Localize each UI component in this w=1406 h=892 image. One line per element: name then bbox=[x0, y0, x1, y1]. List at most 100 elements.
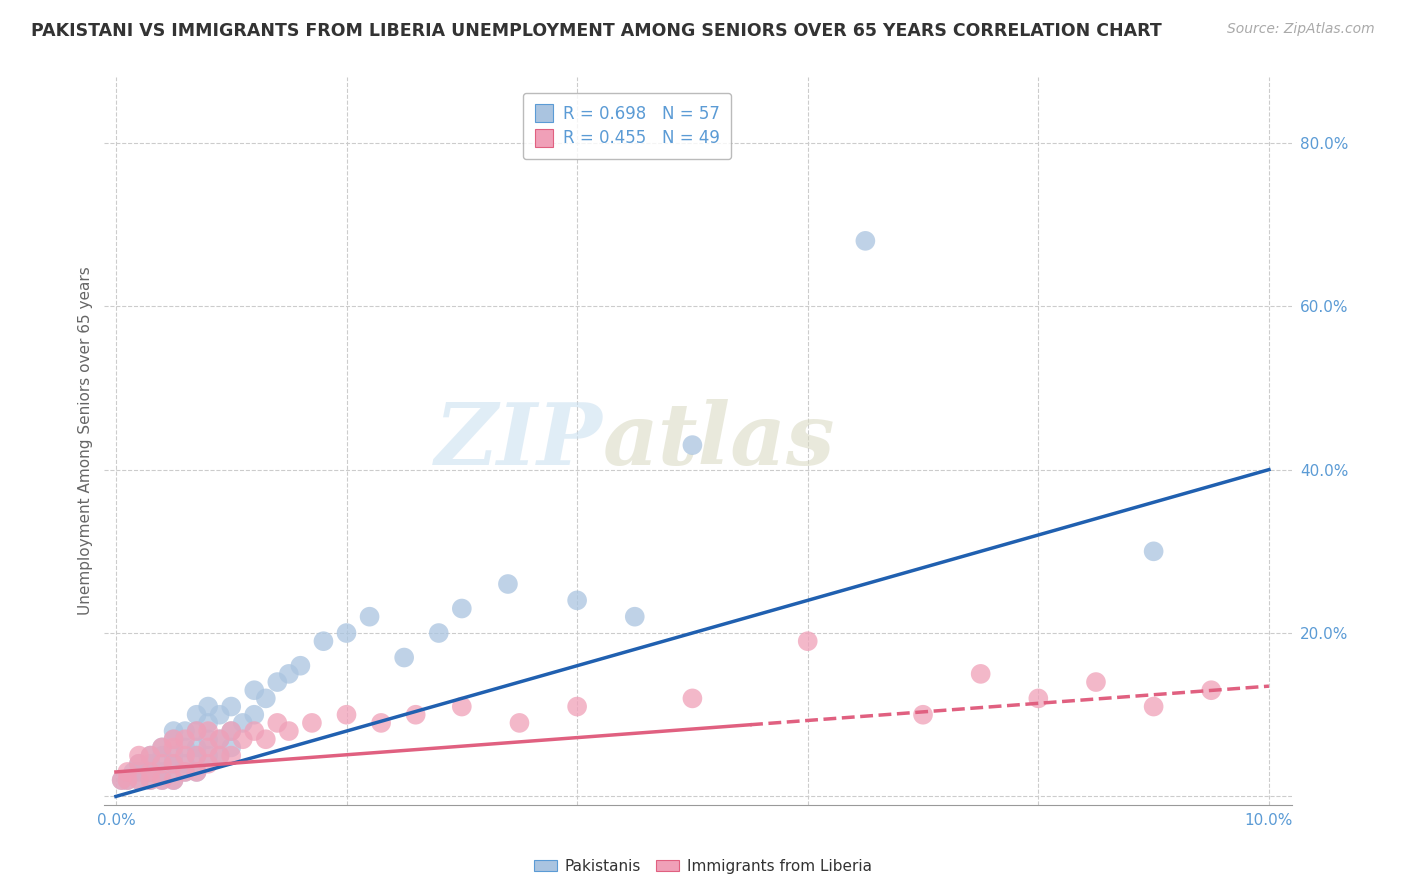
Point bbox=[139, 773, 162, 788]
Point bbox=[208, 732, 231, 747]
Point bbox=[301, 715, 323, 730]
Legend: Pakistanis, Immigrants from Liberia: Pakistanis, Immigrants from Liberia bbox=[529, 853, 877, 880]
Point bbox=[312, 634, 335, 648]
Point bbox=[254, 691, 277, 706]
Point bbox=[208, 748, 231, 763]
Point bbox=[405, 707, 427, 722]
Point bbox=[162, 724, 184, 739]
Point bbox=[197, 740, 219, 755]
Point bbox=[1084, 675, 1107, 690]
Point bbox=[150, 756, 173, 771]
Point bbox=[219, 740, 242, 755]
Point bbox=[911, 707, 934, 722]
Point bbox=[450, 601, 472, 615]
Point bbox=[128, 773, 150, 788]
Point bbox=[197, 748, 219, 763]
Point bbox=[174, 756, 197, 771]
Point bbox=[117, 773, 139, 788]
Point bbox=[623, 609, 645, 624]
Point bbox=[150, 748, 173, 763]
Point bbox=[508, 715, 530, 730]
Point bbox=[335, 707, 357, 722]
Point bbox=[197, 715, 219, 730]
Point bbox=[162, 732, 184, 747]
Point bbox=[150, 773, 173, 788]
Point bbox=[277, 666, 299, 681]
Point bbox=[174, 764, 197, 779]
Point bbox=[1026, 691, 1049, 706]
Point bbox=[128, 756, 150, 771]
Point bbox=[197, 732, 219, 747]
Point bbox=[117, 764, 139, 779]
Point bbox=[243, 683, 266, 698]
Point bbox=[232, 715, 254, 730]
Point bbox=[266, 715, 288, 730]
Point bbox=[128, 748, 150, 763]
Text: Source: ZipAtlas.com: Source: ZipAtlas.com bbox=[1227, 22, 1375, 37]
Point bbox=[128, 756, 150, 771]
Y-axis label: Unemployment Among Seniors over 65 years: Unemployment Among Seniors over 65 years bbox=[79, 267, 93, 615]
Point bbox=[219, 748, 242, 763]
Point bbox=[681, 691, 703, 706]
Legend: R = 0.698   N = 57, R = 0.455   N = 49: R = 0.698 N = 57, R = 0.455 N = 49 bbox=[523, 93, 731, 159]
Point bbox=[150, 764, 173, 779]
Point bbox=[796, 634, 818, 648]
Point bbox=[111, 773, 134, 788]
Point bbox=[186, 724, 208, 739]
Point bbox=[427, 626, 450, 640]
Point bbox=[1201, 683, 1223, 698]
Point bbox=[370, 715, 392, 730]
Point bbox=[186, 748, 208, 763]
Point bbox=[139, 764, 162, 779]
Point bbox=[174, 724, 197, 739]
Point bbox=[266, 675, 288, 690]
Point bbox=[254, 732, 277, 747]
Point bbox=[122, 764, 145, 779]
Point bbox=[174, 748, 197, 763]
Point bbox=[186, 740, 208, 755]
Point bbox=[197, 699, 219, 714]
Point bbox=[150, 740, 173, 755]
Point bbox=[139, 748, 162, 763]
Point bbox=[1143, 544, 1166, 558]
Point bbox=[186, 764, 208, 779]
Point bbox=[565, 699, 588, 714]
Point bbox=[128, 773, 150, 788]
Point bbox=[162, 773, 184, 788]
Point bbox=[1143, 699, 1166, 714]
Point bbox=[277, 724, 299, 739]
Point bbox=[335, 626, 357, 640]
Point bbox=[197, 756, 219, 771]
Point bbox=[853, 234, 876, 248]
Text: PAKISTANI VS IMMIGRANTS FROM LIBERIA UNEMPLOYMENT AMONG SENIORS OVER 65 YEARS CO: PAKISTANI VS IMMIGRANTS FROM LIBERIA UNE… bbox=[31, 22, 1161, 40]
Point bbox=[186, 707, 208, 722]
Point bbox=[139, 748, 162, 763]
Point bbox=[117, 773, 139, 788]
Point bbox=[150, 740, 173, 755]
Point bbox=[969, 666, 991, 681]
Point bbox=[174, 732, 197, 747]
Point bbox=[111, 773, 134, 788]
Point bbox=[162, 773, 184, 788]
Point bbox=[208, 748, 231, 763]
Point bbox=[565, 593, 588, 607]
Point bbox=[186, 764, 208, 779]
Point bbox=[681, 438, 703, 452]
Point bbox=[162, 756, 184, 771]
Point bbox=[392, 650, 415, 665]
Point bbox=[219, 724, 242, 739]
Point bbox=[150, 773, 173, 788]
Point bbox=[174, 764, 197, 779]
Point bbox=[232, 732, 254, 747]
Point bbox=[197, 724, 219, 739]
Point bbox=[208, 707, 231, 722]
Point bbox=[450, 699, 472, 714]
Point bbox=[219, 724, 242, 739]
Point bbox=[174, 740, 197, 755]
Point bbox=[162, 756, 184, 771]
Point bbox=[162, 732, 184, 747]
Point bbox=[186, 724, 208, 739]
Text: atlas: atlas bbox=[603, 400, 835, 483]
Point bbox=[128, 764, 150, 779]
Point bbox=[162, 740, 184, 755]
